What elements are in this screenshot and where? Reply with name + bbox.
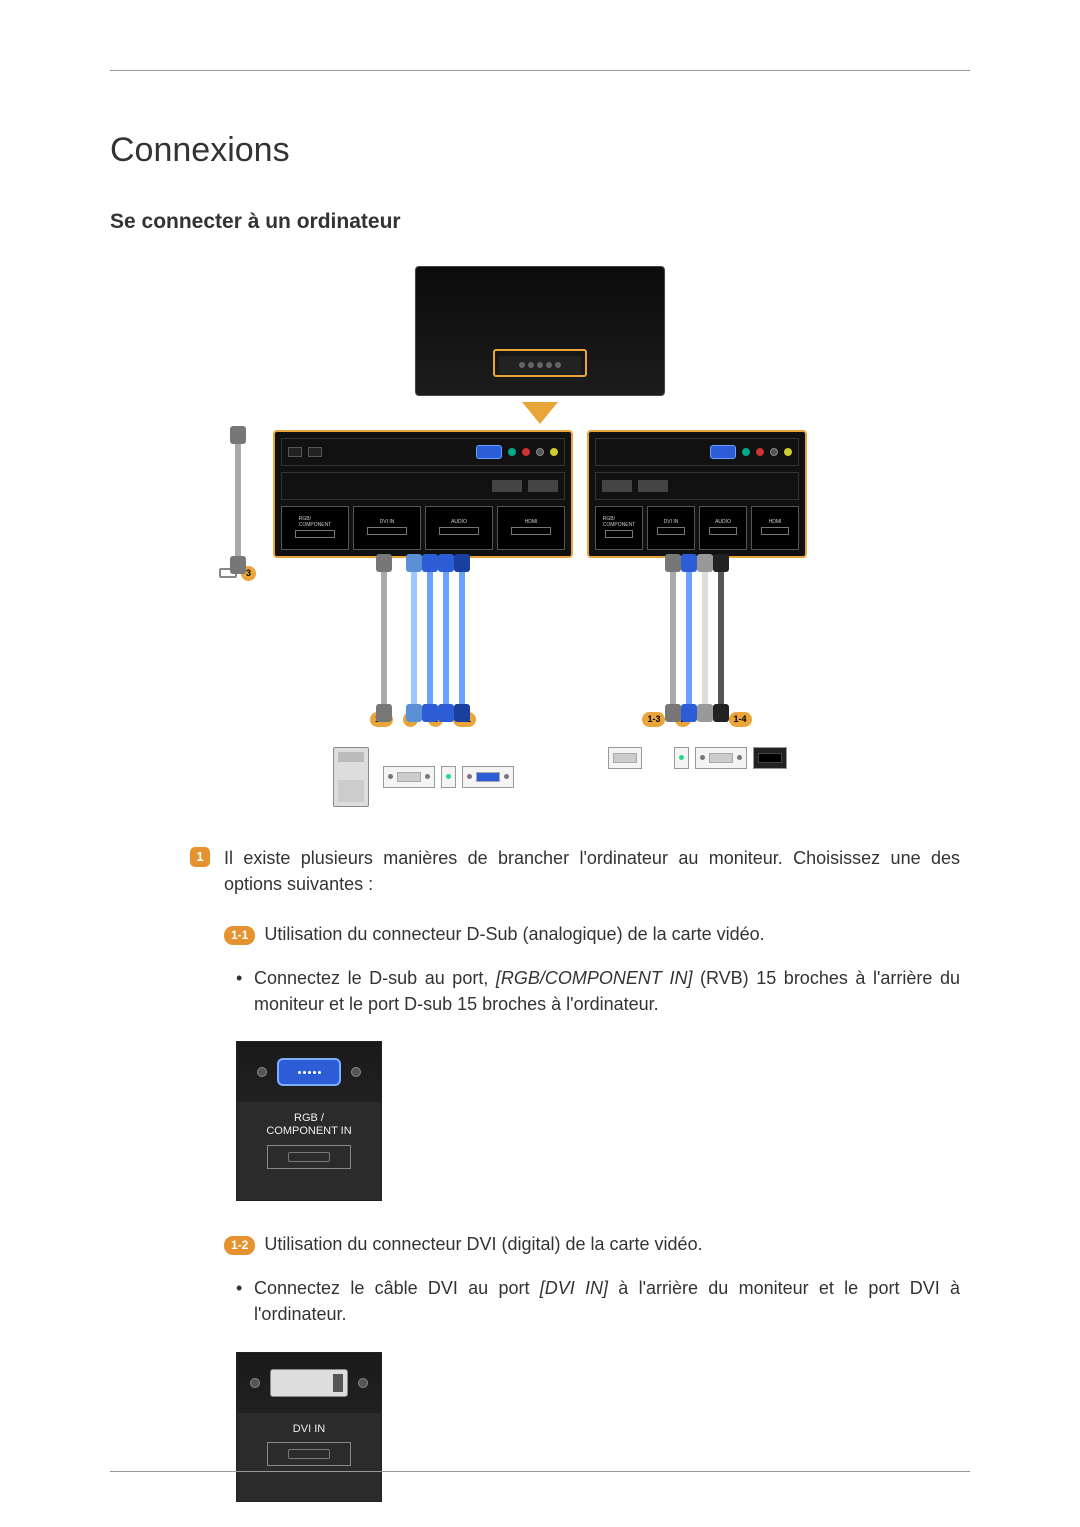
bullet-emph: [DVI IN] — [540, 1278, 608, 1298]
port-slot-icon — [267, 1442, 351, 1466]
tag-badge: 1-4 — [729, 712, 752, 727]
step-1-text: Il existe plusieurs manières de brancher… — [224, 845, 960, 897]
port-illustration-dvi: DVI IN — [236, 1352, 382, 1502]
step-1-2-text: Utilisation du connecteur DVI (digital) … — [264, 1234, 702, 1254]
pc-port-card-icon — [753, 747, 787, 769]
tag-badge: 1-3 — [642, 712, 665, 727]
pc-port-card-icon — [462, 766, 514, 788]
cables-right — [670, 568, 724, 708]
pc-tower-icon — [333, 747, 369, 807]
screw-icon — [358, 1378, 368, 1388]
monitor-back-icon — [415, 266, 665, 396]
connection-diagram: 3 RGB/COMPONE — [110, 266, 970, 807]
port-slot-icon — [267, 1145, 351, 1169]
io-panel-right: RGB/COMPONENT DVI IN AUDIO HDMI — [587, 430, 807, 558]
screw-icon — [257, 1067, 267, 1077]
bullet-text: Connectez le D-sub au port, — [254, 968, 496, 988]
page-title: Connexions — [110, 126, 970, 175]
vga-port-icon — [277, 1058, 341, 1086]
port-illustration-rgb: RGB / COMPONENT IN — [236, 1041, 382, 1201]
step-1-1-bullet: Connectez le D-sub au port, [RGB/COMPONE… — [236, 965, 960, 1017]
pc-port-card-icon — [441, 766, 456, 788]
cables-left — [381, 568, 465, 708]
screw-icon — [351, 1067, 361, 1077]
step-1-1: 1-1 Utilisation du connecteur D-Sub (ana… — [224, 921, 960, 947]
step-1-1-text: Utilisation du connecteur D-Sub (analogi… — [264, 924, 764, 944]
pc-port-card-icon — [383, 766, 435, 788]
bullet-emph: [RGB/COMPONENT IN] — [496, 968, 693, 988]
screw-icon — [250, 1378, 260, 1388]
power-cable-icon — [235, 440, 241, 560]
step-1: 1 Il existe plusieurs manières de branch… — [190, 845, 960, 897]
step-1-2: 1-2 Utilisation du connecteur DVI (digit… — [224, 1231, 960, 1257]
rule-bottom — [110, 1471, 970, 1472]
pc-port-card-icon — [674, 747, 689, 769]
io-panel-left: RGB/COMPONENT DVI IN AUDIO HDMI — [273, 430, 573, 558]
substep-badge: 1-1 — [224, 926, 255, 945]
substep-badge: 1-2 — [224, 1236, 255, 1255]
arrow-down-icon — [522, 402, 558, 424]
pc-port-card-icon — [608, 747, 642, 769]
port-label: DVI IN — [293, 1423, 325, 1436]
step-1-2-bullet: Connectez le câble DVI au port [DVI IN] … — [236, 1275, 960, 1327]
port-label: RGB / COMPONENT IN — [266, 1112, 351, 1138]
pc-port-card-icon — [695, 747, 747, 769]
dvi-port-icon — [270, 1369, 348, 1397]
section-title: Se connecter à un ordinateur — [110, 207, 970, 237]
rule-top — [110, 70, 970, 71]
step-badge: 1 — [190, 847, 210, 867]
bullet-text: Connectez le câble DVI au port — [254, 1278, 540, 1298]
